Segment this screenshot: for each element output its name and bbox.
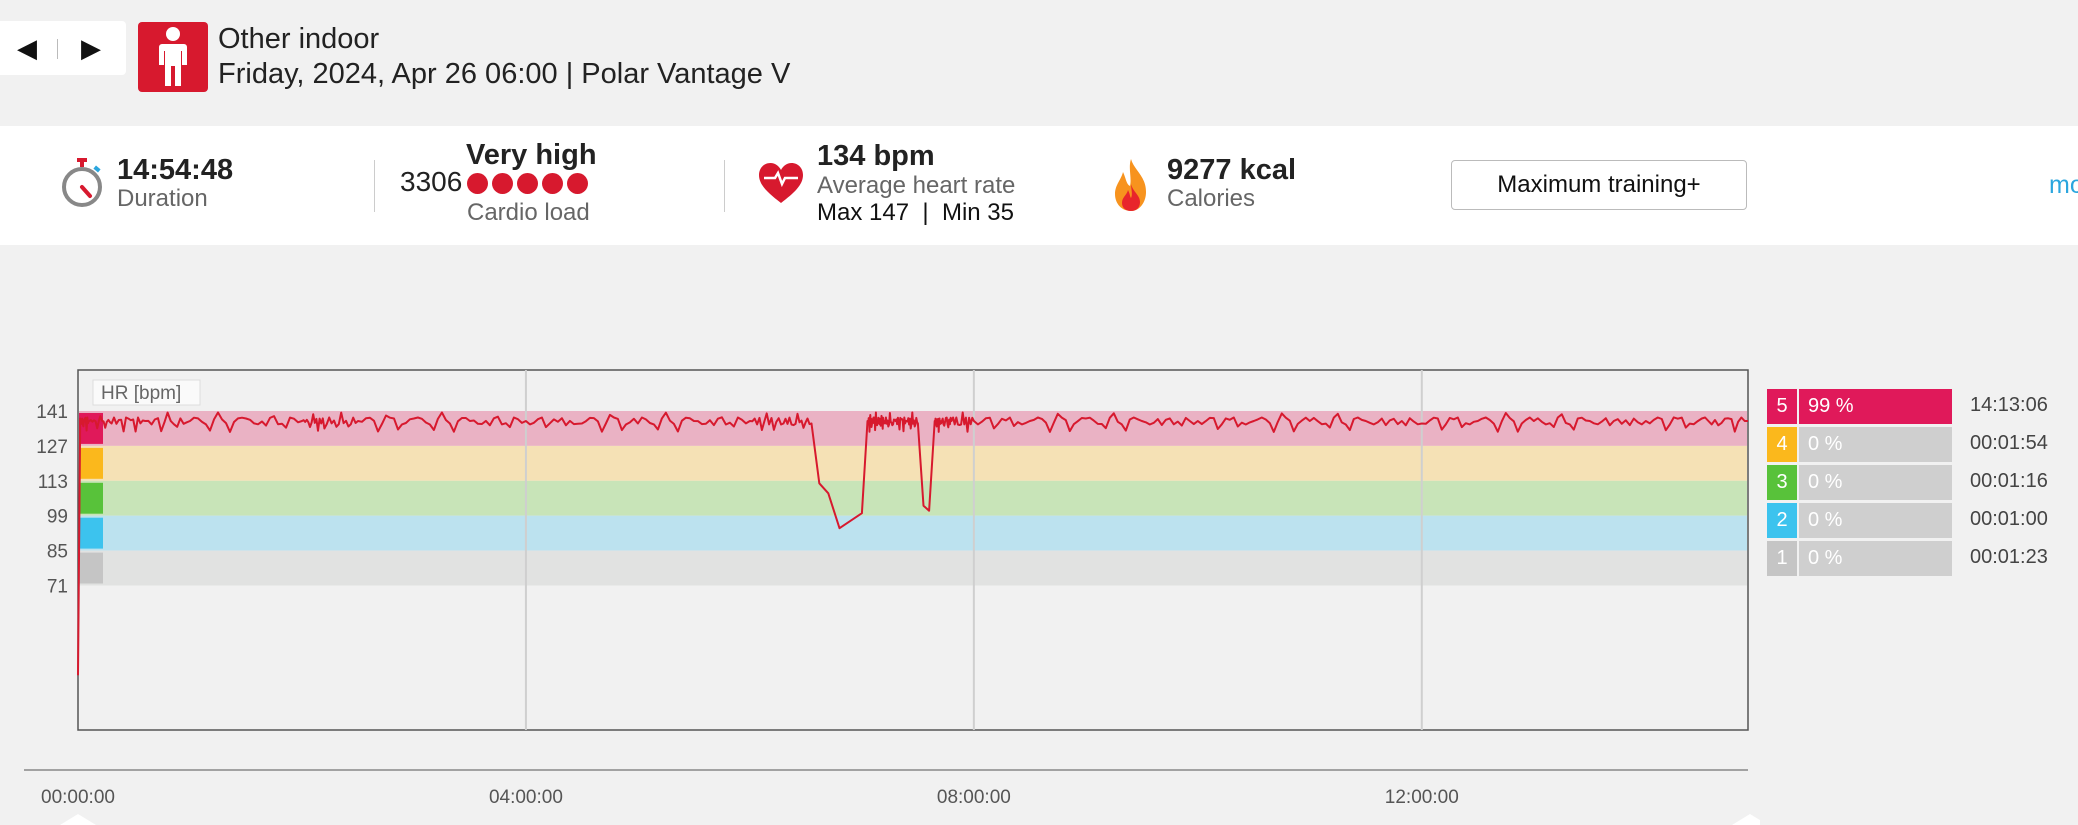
cardio-load-dot [567, 173, 588, 194]
zone-number: 2 [1767, 503, 1797, 538]
average-hr-label: Average heart rate [817, 172, 1016, 199]
hr-min-max: Max 147 | Min 35 [817, 199, 1014, 226]
zone-band-4 [79, 445, 1747, 481]
zone-band-2 [79, 515, 1747, 551]
series-label: HR [bpm] [101, 383, 181, 404]
zone-number: 3 [1767, 465, 1797, 500]
activity-nav: ◀ ▶ [0, 21, 126, 75]
zone-band-1 [79, 550, 1747, 586]
zone-percent: 0 % [1799, 465, 1952, 500]
range-handle-right[interactable] [1732, 814, 1760, 825]
cardio-load-value: 3306 [400, 166, 463, 197]
zone-strip-4 [79, 447, 103, 479]
session-subtitle: Friday, 2024, Apr 26 06:00 | Polar Vanta… [218, 58, 791, 90]
divider [374, 160, 375, 212]
calories-label: Calories [1167, 185, 1256, 212]
y-tick-label: 127 [36, 437, 68, 458]
previous-arrow-icon[interactable]: ◀ [17, 32, 37, 63]
y-tick-label: 141 [36, 402, 68, 423]
y-tick-label: 85 [47, 542, 68, 563]
heart-rate-chart: 141 127 113 99 85 71 00:00:00 04:00:00 08:00:00… [24, 369, 1760, 825]
zone-time: 00:01:54 [1970, 432, 2048, 454]
zone-time: 00:01:23 [1970, 546, 2048, 568]
zone-row-2: 2 0 % [1767, 503, 1952, 538]
training-benefit-button[interactable]: Maximum training+ [1451, 160, 1747, 210]
zone-row-5: 5 99 % [1767, 389, 1952, 424]
cardio-load-dot [467, 173, 488, 194]
sport-name: Other indoor [218, 23, 380, 55]
zone-number: 4 [1767, 427, 1797, 462]
y-tick-label: 71 [47, 577, 68, 598]
x-tick-label: 12:00:00 [1385, 787, 1459, 808]
x-tick-label: 04:00:00 [489, 787, 563, 808]
cardio-load-dot [492, 173, 513, 194]
zone-strip-3 [79, 482, 103, 514]
person-standing-icon [138, 22, 208, 92]
zone-band-3 [79, 480, 1747, 516]
zone-time: 00:01:16 [1970, 470, 2048, 492]
heart-rate-line [77, 411, 1748, 676]
summary-strip: 14:54:48 Duration Very high 3306 Cardio … [0, 126, 2078, 245]
series-label-box [92, 379, 201, 406]
zone-percent: 0 % [1799, 427, 1952, 462]
zone-strip-1 [79, 552, 103, 584]
zone-time: 14:13:06 [1970, 394, 2048, 416]
nav-divider [57, 39, 58, 59]
zone-row-4: 4 0 % [1767, 427, 1952, 462]
cardio-load-level: Very high [466, 139, 597, 171]
cardio-load-label: Cardio load [467, 199, 590, 226]
average-hr-value: 134 bpm [817, 140, 935, 172]
zone-number: 1 [1767, 541, 1797, 576]
y-tick-label: 99 [47, 507, 68, 528]
cardio-load-dot [542, 173, 563, 194]
more-link[interactable]: mo [2049, 171, 2078, 199]
duration-value: 14:54:48 [117, 154, 234, 186]
next-arrow-icon[interactable]: ▶ [81, 32, 101, 63]
cardio-load-dot [517, 173, 538, 194]
x-tick-label: 08:00:00 [937, 787, 1011, 808]
range-handle-left[interactable] [60, 814, 96, 825]
zone-percent: 0 % [1799, 541, 1952, 576]
calories-value: 9277 kcal [1167, 154, 1297, 186]
zone-row-3: 3 0 % [1767, 465, 1952, 500]
zone-row-1: 1 0 % [1767, 541, 1952, 576]
zone-percent: 0 % [1799, 503, 1952, 538]
zone-number: 5 [1767, 389, 1797, 424]
zone-time: 00:01:00 [1970, 508, 2048, 530]
zone-percent: 99 % [1799, 389, 1952, 424]
heart-icon [758, 162, 804, 209]
flame-icon [1112, 158, 1150, 217]
divider [724, 160, 725, 212]
zone-strip-2 [79, 517, 103, 549]
stopwatch-icon [60, 158, 104, 213]
duration-label: Duration [117, 185, 208, 212]
x-tick-label: 00:00:00 [41, 787, 115, 808]
y-tick-label: 113 [38, 472, 68, 493]
cardio-load-dots [467, 173, 588, 194]
